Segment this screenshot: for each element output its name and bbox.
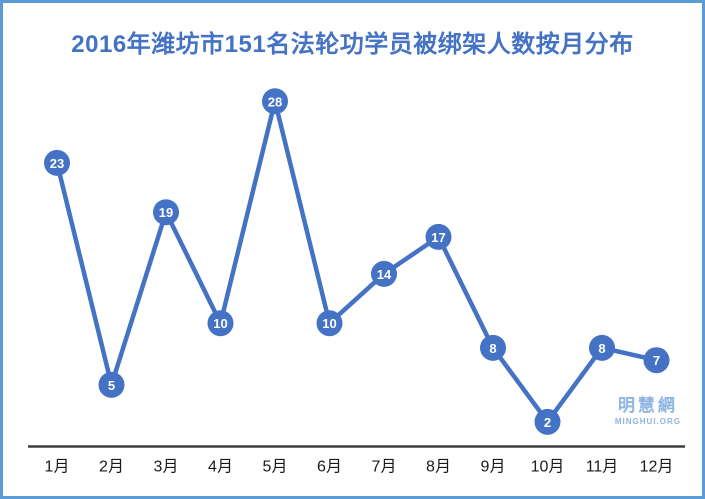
- x-axis-tick-label: 6月: [317, 459, 342, 476]
- data-point-label: 8: [489, 341, 496, 356]
- x-axis-tick-label: 10月: [531, 459, 565, 476]
- x-axis-tick-label: 12月: [640, 459, 674, 476]
- data-point-label: 5: [108, 378, 115, 393]
- data-point-marker: [207, 310, 234, 337]
- chart-title: 2016年潍坊市151名法轮功学员被绑架人数按月分布: [71, 31, 634, 58]
- data-point-marker: [44, 149, 70, 176]
- data-point-marker: [153, 199, 179, 226]
- data-point-marker: [371, 260, 397, 287]
- data-point-marker: [480, 334, 506, 361]
- data-point-marker: [643, 347, 670, 374]
- data-point-label: 28: [268, 94, 282, 109]
- x-axis-tick-label: 8月: [426, 459, 451, 476]
- data-point-label: 10: [322, 316, 336, 331]
- x-axis-tick-label: 4月: [208, 459, 233, 476]
- data-point-label: 7: [653, 353, 660, 368]
- x-axis-tick-label: 5月: [263, 459, 288, 476]
- x-axis-tick-label: 7月: [372, 459, 397, 476]
- data-point-label: 10: [213, 316, 227, 331]
- x-axis-tick-label: 2月: [99, 459, 124, 476]
- data-point-label: 17: [431, 230, 445, 245]
- data-point-marker: [98, 371, 125, 398]
- data-point-label: 2: [544, 415, 551, 430]
- x-axis-tick-label: 11月: [586, 459, 619, 476]
- data-point-marker: [534, 408, 561, 435]
- data-point-label: 19: [159, 205, 173, 220]
- x-axis-tick-label: 1月: [45, 459, 70, 476]
- data-point-label: 23: [50, 156, 64, 171]
- data-point-marker: [425, 223, 452, 250]
- data-point-marker: [262, 88, 288, 115]
- data-point-label: 14: [377, 267, 392, 282]
- data-point-marker: [316, 310, 343, 337]
- x-axis-tick-label: 9月: [481, 459, 506, 476]
- series-line: [54, 99, 659, 425]
- data-point-marker: [589, 334, 615, 361]
- x-axis-tick-label: 3月: [154, 459, 179, 476]
- data-point-label: 8: [598, 341, 605, 356]
